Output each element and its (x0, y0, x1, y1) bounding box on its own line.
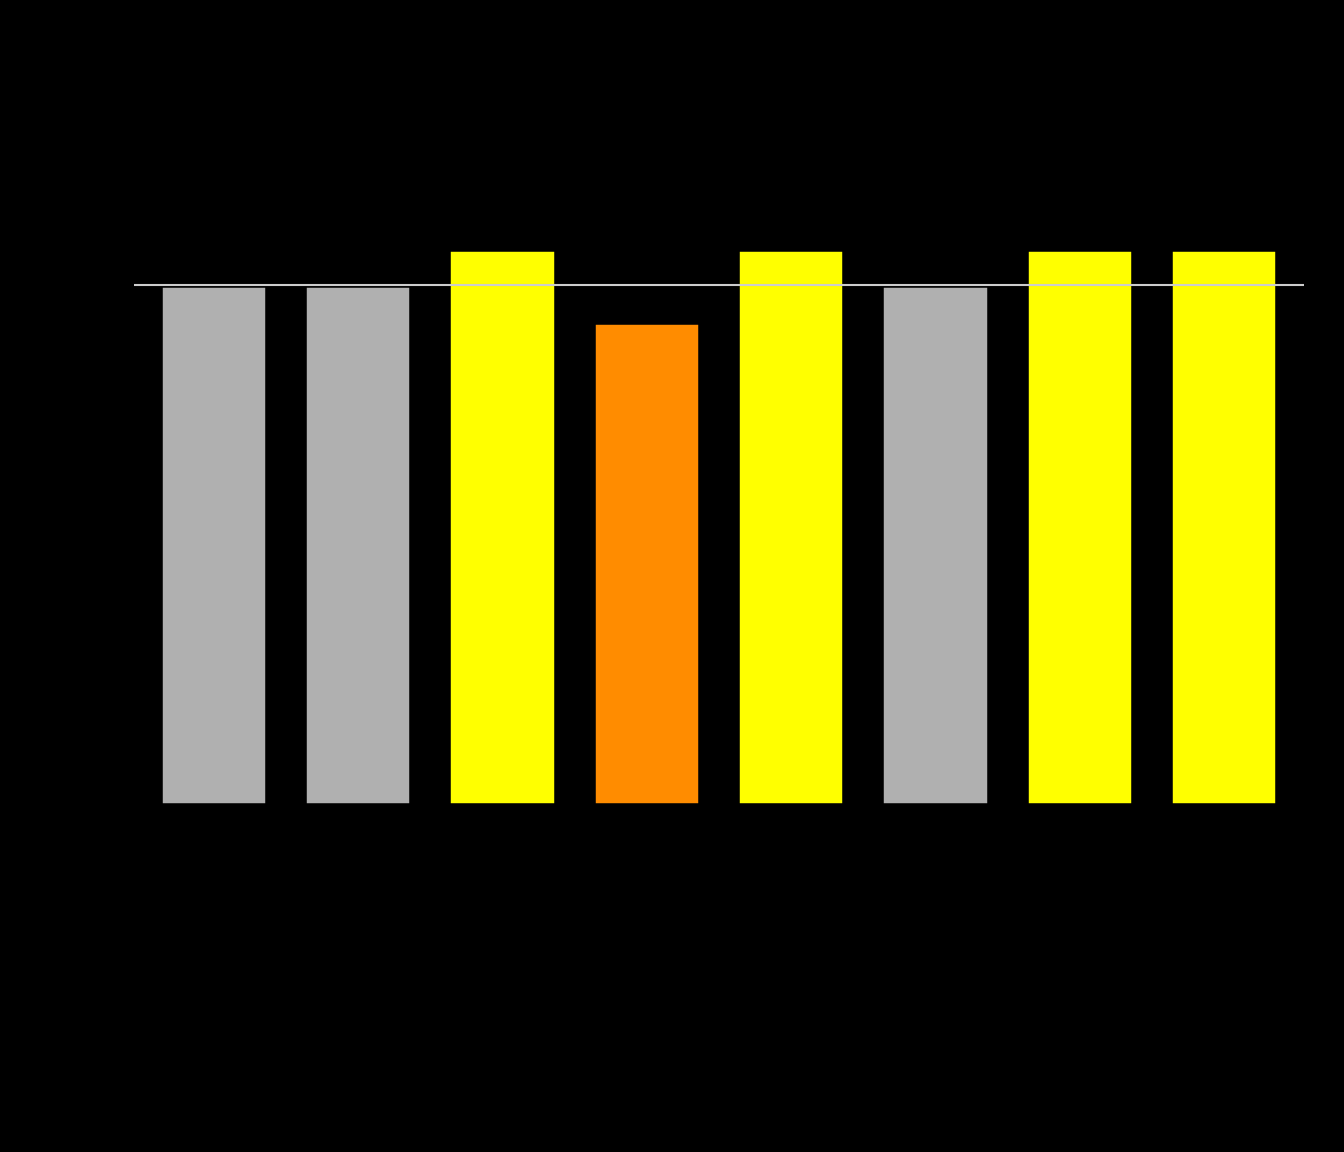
Bar (1171, 249, 1278, 806)
Bar (737, 249, 845, 806)
Bar (593, 321, 702, 806)
Bar (1025, 249, 1134, 806)
Bar (882, 286, 989, 806)
Bar (160, 286, 267, 806)
Bar (449, 249, 556, 806)
Bar (304, 286, 413, 806)
